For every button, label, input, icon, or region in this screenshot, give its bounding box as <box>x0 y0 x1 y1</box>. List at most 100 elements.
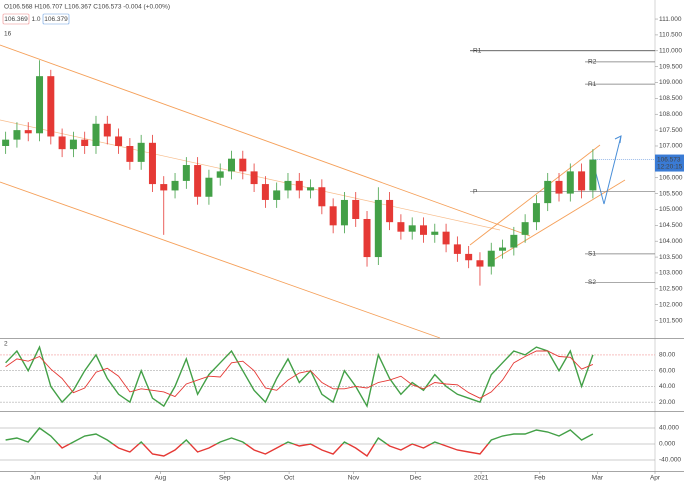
ohlc-header: O106.568 H106.707 L106.367 C106.573 -0.0… <box>4 4 170 11</box>
arrow-head <box>614 135 622 144</box>
candle-body <box>148 142 156 185</box>
y-tick-label: 40.000 <box>659 425 679 432</box>
pivot-label: P <box>473 188 477 195</box>
series-line <box>5 345 594 409</box>
candle-body <box>329 206 337 226</box>
y-tick-label: 105.000 <box>659 206 683 213</box>
candle-body <box>476 260 484 267</box>
candle-body <box>81 139 89 146</box>
channel-line <box>469 144 601 246</box>
candle-body <box>2 139 10 146</box>
candle-body <box>250 171 258 185</box>
y-tick-label: -40.000 <box>659 457 681 464</box>
x-tick-label: Jun <box>30 475 41 482</box>
bid-box[interactable] <box>2 13 30 25</box>
candle-body <box>205 177 213 197</box>
candle-body <box>419 225 427 235</box>
y-tick-label: 105.500 <box>659 190 683 197</box>
candle-body <box>273 190 281 200</box>
channel-line <box>0 181 441 339</box>
candle-body <box>408 225 416 232</box>
pivot-label: R1 <box>588 81 597 88</box>
indicator-label: 16 <box>4 31 12 38</box>
candle-body <box>58 136 66 150</box>
candle-body <box>69 139 77 150</box>
x-tick-label: Sep <box>219 475 231 482</box>
candle-body <box>453 244 461 254</box>
candle-body <box>92 123 100 146</box>
candle-body <box>182 165 190 181</box>
x-tick-label: Dec <box>410 475 422 482</box>
y-tick-label: 40.00 <box>659 383 676 390</box>
x-tick-label: 2021 <box>474 475 489 482</box>
candle-body <box>363 218 371 258</box>
y-tick-label: 20.00 <box>659 399 676 406</box>
candle-body <box>194 165 202 197</box>
candle-body <box>555 180 563 194</box>
pivot-label: R2 <box>588 59 597 66</box>
candle-body <box>397 222 405 232</box>
y-tick-label: 107.000 <box>659 143 683 150</box>
candle-body <box>307 187 315 191</box>
y-tick-label: 102.500 <box>659 286 683 293</box>
y-tick-label: 109.000 <box>659 79 683 86</box>
y-tick-label: 80.00 <box>659 352 676 359</box>
last-price-badge <box>655 154 684 172</box>
x-tick-label: Oct <box>284 475 294 482</box>
x-tick-label: Jul <box>93 475 102 482</box>
pivot-label: S2 <box>588 279 596 286</box>
candle-body <box>442 231 450 245</box>
countdown: 12:20:15 <box>657 163 683 170</box>
ask-box[interactable] <box>42 13 70 25</box>
x-tick-label: Aug <box>155 475 167 482</box>
candle-body <box>115 136 123 146</box>
y-tick-label: 60.00 <box>659 367 676 374</box>
indicator-label: 2 <box>4 341 8 348</box>
series-line <box>5 350 594 399</box>
series-line <box>5 427 594 457</box>
y-tick-label: 108.500 <box>659 95 683 102</box>
candle-body <box>13 130 21 140</box>
candle-body <box>578 171 586 191</box>
candle-body <box>160 184 168 191</box>
channel-line <box>0 119 501 231</box>
candle-body <box>510 234 518 248</box>
pivot-label: S1 <box>588 251 596 258</box>
candle-body <box>228 158 236 172</box>
projection-arrow <box>592 135 622 205</box>
y-tick-label: 108.000 <box>659 111 683 118</box>
x-tick-label: Mar <box>592 475 604 482</box>
candle-body <box>295 180 303 191</box>
candle-body <box>532 203 540 223</box>
candle-body <box>47 76 55 137</box>
candle-body <box>566 171 574 194</box>
y-tick-label: 102.000 <box>659 301 683 308</box>
y-tick-label: 106.000 <box>659 174 683 181</box>
candle-body <box>36 76 44 134</box>
y-tick-label: 110.500 <box>659 32 682 39</box>
candle-body <box>431 231 439 235</box>
candle-body <box>239 158 247 172</box>
candle-body <box>352 199 360 219</box>
candle-body <box>487 250 495 267</box>
y-tick-label: 101.500 <box>659 317 683 324</box>
y-tick-label: 109.500 <box>659 63 683 70</box>
channel-line <box>0 44 531 237</box>
y-tick-label: 110.000 <box>659 47 682 54</box>
bid: 106.369 <box>4 16 28 23</box>
x-tick-label: Feb <box>534 475 546 482</box>
x-tick-label: Apr <box>650 475 661 482</box>
channel-line <box>489 179 626 263</box>
candle-body <box>137 142 145 162</box>
last-price-label: 106.573 <box>657 156 681 163</box>
spread: 1.0 <box>31 16 40 23</box>
candle-body <box>126 145 134 162</box>
candle-body <box>318 187 326 207</box>
candle-body <box>103 123 111 137</box>
candle-body <box>374 199 382 258</box>
y-tick-label: 107.500 <box>659 127 683 134</box>
ask: 106.379 <box>44 16 68 23</box>
candle-body <box>521 222 529 235</box>
x-tick-label: Nov <box>348 475 360 482</box>
candle-body <box>386 199 394 223</box>
